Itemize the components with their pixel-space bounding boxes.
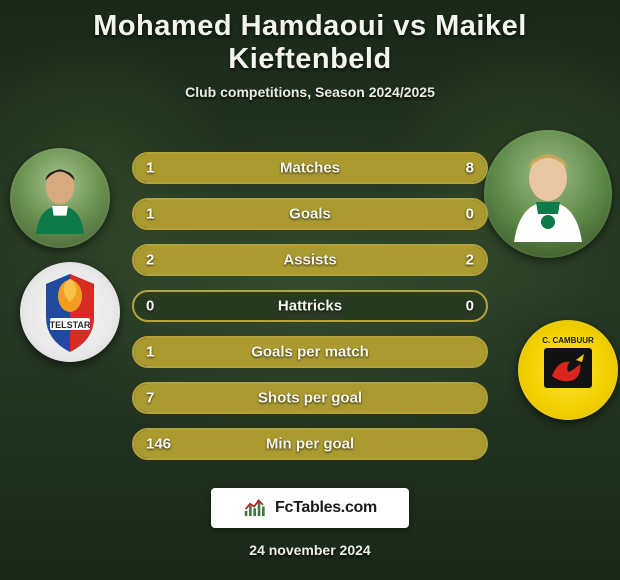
- stat-row: 0Hattricks0: [132, 290, 488, 322]
- telstar-crest-icon: TELSTAR: [20, 262, 120, 362]
- stat-fill-left: [134, 200, 486, 228]
- date-label: 24 november 2024: [0, 542, 620, 558]
- comparison-card: Mohamed Hamdaoui vs Maikel Kieftenbeld C…: [0, 0, 620, 580]
- svg-text:C. CAMBUUR: C. CAMBUUR: [542, 336, 594, 345]
- subtitle: Club competitions, Season 2024/2025: [0, 84, 620, 100]
- stat-row: 1Goals per match: [132, 336, 488, 368]
- cambuur-crest-icon: C. CAMBUUR: [518, 320, 618, 420]
- stat-value-right: 2: [466, 252, 474, 269]
- stat-label: Hattricks: [134, 298, 486, 315]
- stat-row: 1Matches8: [132, 152, 488, 184]
- stat-fill-left: [134, 338, 486, 366]
- player1-face-icon: [10, 148, 110, 248]
- stat-value-right: 0: [466, 298, 474, 315]
- stat-row: 1Goals0: [132, 198, 488, 230]
- stat-fill-left: [134, 246, 310, 274]
- page-title: Mohamed Hamdaoui vs Maikel Kieftenbeld: [0, 6, 620, 84]
- stat-fill-left: [134, 384, 486, 412]
- stat-value-left: 0: [146, 298, 154, 315]
- player2-club-badge: C. CAMBUUR: [518, 320, 618, 420]
- stats-zone: TELSTAR: [0, 130, 620, 470]
- player2-face-icon: [484, 130, 612, 258]
- stat-value-left: 2: [146, 252, 154, 269]
- player1-avatar: [10, 148, 110, 248]
- stat-fill-right: [173, 154, 486, 182]
- stat-value-left: 1: [146, 160, 154, 177]
- stat-row: 146Min per goal: [132, 428, 488, 460]
- stat-value-left: 1: [146, 206, 154, 223]
- stat-value-right: 0: [466, 206, 474, 223]
- brand-text: FcTables.com: [275, 499, 377, 517]
- player1-club-badge: TELSTAR: [20, 262, 120, 362]
- stat-value-right: 8: [466, 160, 474, 177]
- stat-rows: 1Matches81Goals02Assists20Hattricks01Goa…: [132, 152, 488, 474]
- fctables-logo-icon: [243, 497, 269, 519]
- stat-value-left: 1: [146, 344, 154, 361]
- svg-text:TELSTAR: TELSTAR: [50, 320, 91, 330]
- stat-value-left: 146: [146, 436, 171, 453]
- stat-value-left: 7: [146, 390, 154, 407]
- stat-row: 7Shots per goal: [132, 382, 488, 414]
- stat-fill-right: [310, 246, 486, 274]
- player2-avatar: [484, 130, 612, 258]
- brand-badge: FcTables.com: [211, 488, 409, 528]
- stat-row: 2Assists2: [132, 244, 488, 276]
- stat-fill-left: [134, 430, 486, 458]
